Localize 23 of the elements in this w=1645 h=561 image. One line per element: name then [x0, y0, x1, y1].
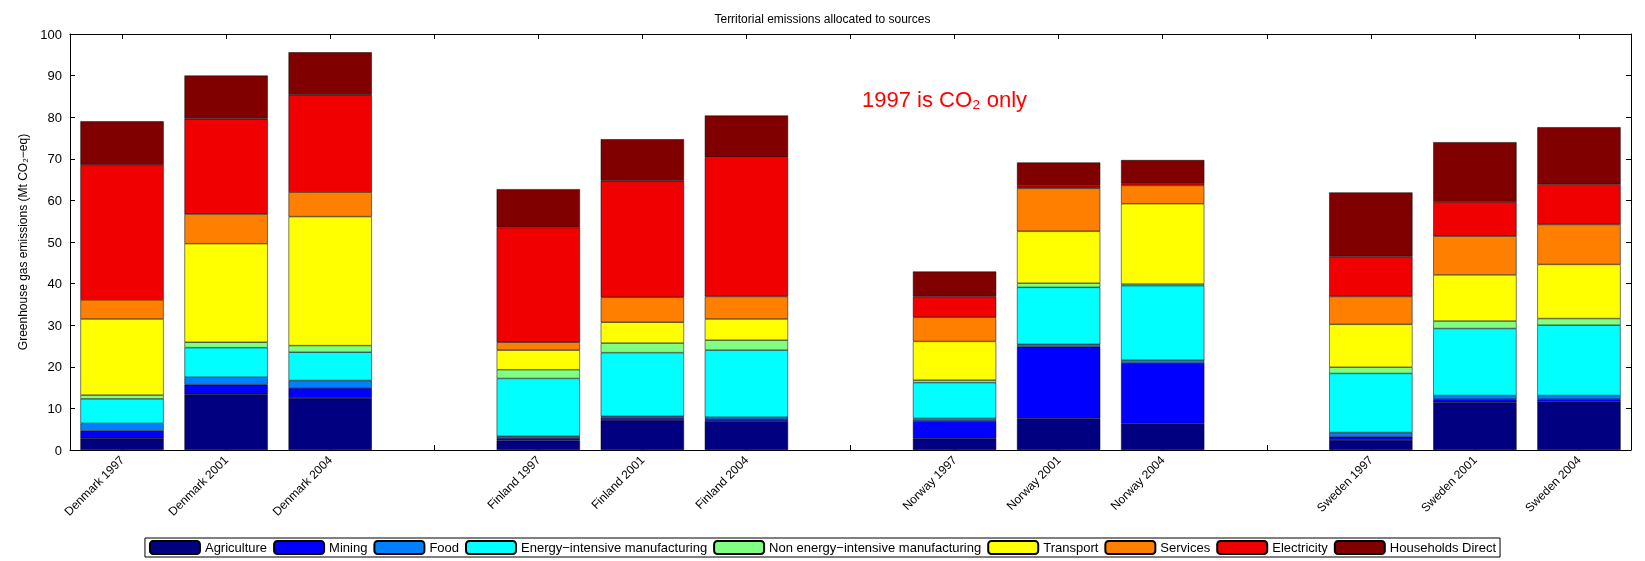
y-tick-label: 0	[54, 442, 62, 458]
annotation: 1997 is CO₂ only	[862, 86, 1028, 112]
legend-label: Mining	[329, 540, 368, 555]
y-tick-label: 80	[47, 109, 62, 125]
legend-label: Services	[1160, 540, 1211, 555]
legend-label: Non energy−intensive manufacturing	[769, 540, 982, 555]
legend-label: Energy−intensive manufacturing	[521, 540, 708, 555]
y-tick-label: 40	[47, 276, 62, 292]
y-tick-label: 50	[47, 234, 62, 250]
legend-label: Agriculture	[204, 540, 268, 555]
y-tick-label: 30	[47, 317, 62, 333]
y-tick-label: 70	[47, 151, 62, 167]
chart-title: Territorial emissions allocated to sources	[714, 12, 931, 26]
y-tick-label: 100	[40, 26, 62, 42]
y-tick-label: 90	[47, 68, 62, 84]
legend-label: Food	[429, 540, 460, 555]
y-axis-title: Greenhouse gas emissions (Mt CO₂−eq)	[16, 133, 31, 351]
legend-label: Households Direct	[1389, 540, 1497, 555]
legend-label: Electricity	[1272, 540, 1329, 555]
legend-label: Transport	[1043, 540, 1099, 555]
y-tick-label: 60	[47, 192, 62, 208]
y-tick-label: 10	[47, 400, 62, 416]
y-tick-label: 20	[47, 359, 62, 375]
